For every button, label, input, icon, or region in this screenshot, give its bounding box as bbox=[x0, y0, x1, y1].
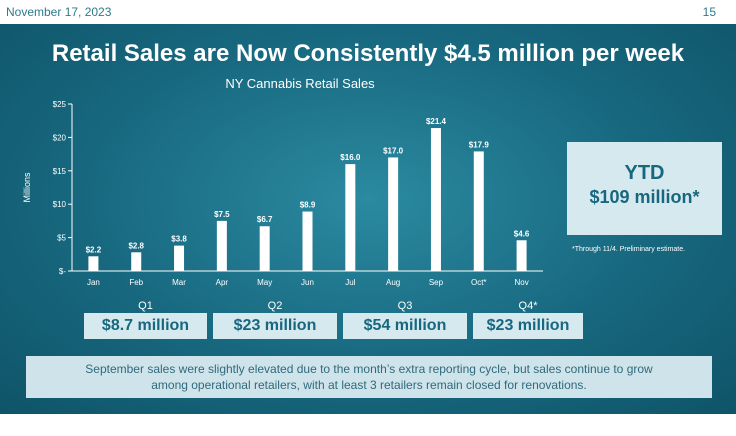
y-axis-label: Millions bbox=[22, 172, 32, 203]
quarter-label: Q4* bbox=[518, 300, 538, 312]
bar-mar bbox=[174, 245, 185, 271]
data-label: $6.7 bbox=[257, 215, 273, 224]
bar-feb bbox=[131, 252, 142, 271]
x-tick-label: Feb bbox=[129, 278, 143, 287]
bar-oct bbox=[473, 151, 484, 271]
quarter-value: $54 million bbox=[343, 313, 467, 339]
data-label: $2.8 bbox=[128, 241, 144, 250]
data-label: $8.9 bbox=[300, 201, 316, 210]
bar-aug bbox=[388, 157, 399, 271]
quarter-box-q2: Q2 $23 million bbox=[213, 300, 337, 340]
data-label: $2.2 bbox=[86, 245, 102, 254]
y-tick-label: $10 bbox=[53, 200, 67, 209]
quarter-value: $8.7 million bbox=[84, 313, 207, 339]
quarter-value: $23 million bbox=[473, 313, 583, 339]
data-label: $17.9 bbox=[469, 140, 490, 149]
sales-bar-chart: NY Cannabis Retail Sales Millions $- $5 $10 $… bbox=[22, 76, 543, 287]
bar-apr bbox=[216, 220, 227, 271]
presenter-nav: ◀ ▶ ✎ ▦ ⚲ ⋯ ▶ bbox=[0, 416, 160, 436]
next-icon[interactable]: ▶ bbox=[134, 419, 147, 432]
y-tick-label: $20 bbox=[53, 133, 67, 142]
footnote-line-1: September sales were slightly elevated d… bbox=[85, 362, 653, 376]
footnote-line-2: among operational retailers, with at lea… bbox=[151, 378, 587, 392]
x-tick-label: Nov bbox=[514, 278, 528, 287]
x-tick-label: Apr bbox=[216, 278, 229, 287]
data-label: $17.0 bbox=[383, 146, 404, 155]
y-tick-label: $15 bbox=[53, 167, 67, 176]
chart-title: NY Cannabis Retail Sales bbox=[225, 76, 375, 91]
footnote-box: September sales were slightly elevated d… bbox=[26, 356, 712, 398]
x-tick-label: Aug bbox=[386, 278, 400, 287]
ytd-note: *Through 11/4. Preliminary estimate. bbox=[572, 246, 686, 253]
data-label: $4.6 bbox=[514, 229, 530, 238]
x-tick-label: May bbox=[257, 278, 272, 287]
x-tick-label: Sep bbox=[429, 278, 444, 287]
bar-jan bbox=[88, 256, 99, 271]
quarter-label: Q3 bbox=[397, 300, 413, 312]
bar-nov bbox=[516, 240, 527, 271]
data-label: $3.8 bbox=[171, 235, 187, 244]
slide: Retail Sales are Now Consistently $4.5 m… bbox=[0, 24, 736, 432]
pen-icon[interactable]: ✎ bbox=[46, 419, 59, 432]
play-icon[interactable]: ▶ bbox=[24, 419, 37, 432]
quarter-label: Q2 bbox=[267, 300, 283, 312]
slides-icon[interactable]: ▦ bbox=[68, 419, 81, 432]
x-tick-label: Jan bbox=[87, 278, 100, 287]
quarter-box-q3: Q3 $54 million bbox=[343, 300, 467, 340]
quarter-value: $23 million bbox=[213, 313, 337, 339]
data-label: $7.5 bbox=[214, 210, 230, 219]
zoom-icon[interactable]: ⚲ bbox=[90, 419, 103, 432]
y-tick-label: $5 bbox=[57, 234, 66, 243]
quarter-box-q1: Q1 $8.7 million bbox=[84, 300, 207, 340]
ytd-value: $109 million* bbox=[589, 187, 700, 207]
y-tick-label: $- bbox=[59, 267, 66, 276]
page-number: 15 bbox=[702, 5, 716, 19]
y-tick-label: $25 bbox=[53, 100, 67, 109]
bar-jul bbox=[345, 164, 356, 271]
more-icon[interactable]: ⋯ bbox=[112, 419, 125, 432]
data-label: $16.0 bbox=[340, 153, 361, 162]
top-bar: November 17, 2023 15 bbox=[0, 0, 736, 24]
quarter-box-q4: Q4* $23 million bbox=[473, 300, 583, 340]
bar-may bbox=[259, 226, 270, 271]
bar-sep bbox=[430, 128, 441, 271]
bar-jun bbox=[302, 211, 313, 271]
ytd-label: YTD bbox=[624, 162, 665, 184]
prev-icon[interactable]: ◀ bbox=[2, 419, 15, 432]
x-tick-label: Jul bbox=[345, 278, 355, 287]
slide-title: Retail Sales are Now Consistently $4.5 m… bbox=[51, 40, 685, 67]
x-tick-label: Oct* bbox=[471, 278, 487, 287]
ytd-box: YTD $109 million* bbox=[567, 142, 722, 235]
data-label: $21.4 bbox=[426, 117, 447, 126]
x-tick-label: Mar bbox=[172, 278, 186, 287]
x-tick-label: Jun bbox=[301, 278, 314, 287]
quarter-label: Q1 bbox=[138, 300, 153, 312]
presentation-date: November 17, 2023 bbox=[6, 5, 112, 19]
